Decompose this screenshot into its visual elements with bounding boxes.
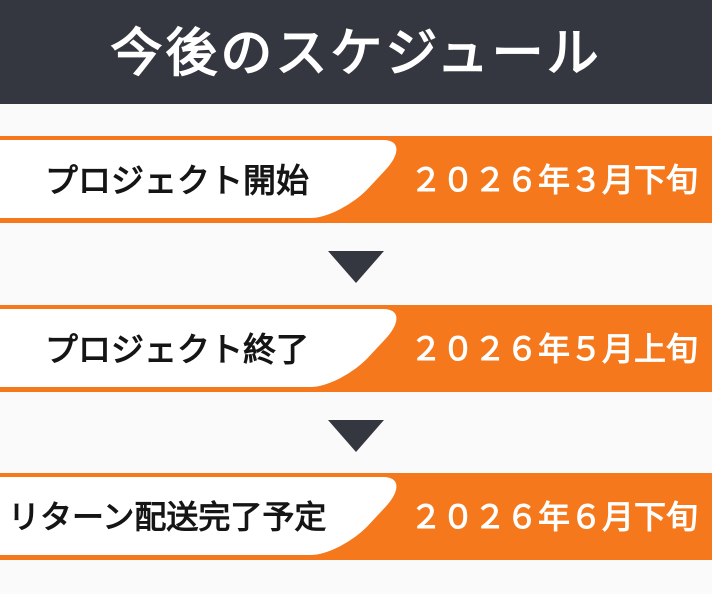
milestone-label: リターン配送完了予定 <box>8 499 327 535</box>
milestone-label: プロジェクト終了 <box>45 331 309 368</box>
schedule-row-project-start: プロジェクト開始 ２０２６年３月下旬 <box>0 136 712 223</box>
header-banner: 今後のスケジュール <box>0 0 712 104</box>
milestone-label: プロジェクト開始 <box>45 162 309 199</box>
arrow-down-icon <box>328 420 384 452</box>
page-title: 今後のスケジュール <box>110 25 602 83</box>
schedule-row-project-end: プロジェクト終了 ２０２６年５月上旬 <box>0 305 712 392</box>
milestone-date: ２０２６年５月上旬 <box>410 331 699 367</box>
milestone-date: ２０２６年３月下旬 <box>410 162 699 198</box>
schedule-row-return-delivery: リターン配送完了予定 ２０２６年６月下旬 <box>0 473 712 560</box>
milestone-date: ２０２６年６月下旬 <box>410 499 699 535</box>
arrow-down-icon <box>328 251 384 283</box>
